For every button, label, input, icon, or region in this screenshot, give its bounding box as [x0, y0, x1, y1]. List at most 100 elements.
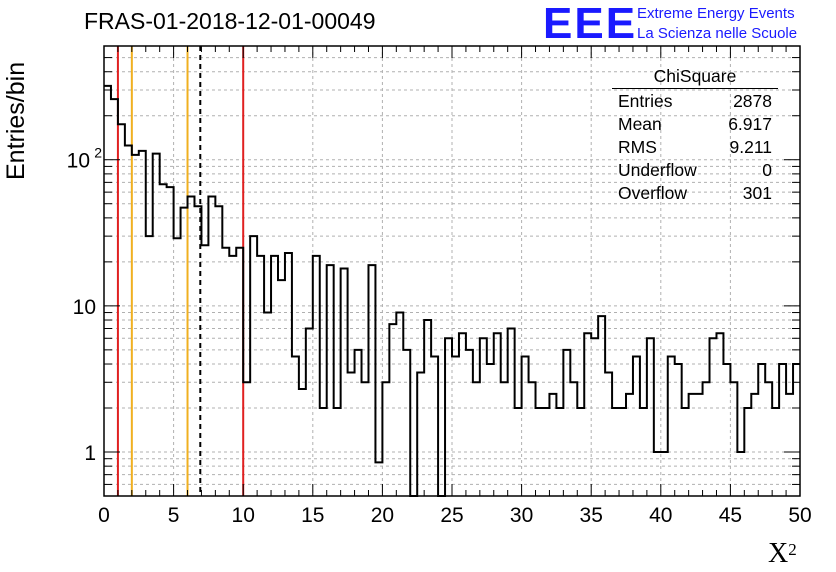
histogram-bin [201, 245, 208, 496]
histogram-bin [313, 256, 320, 496]
histogram-bin [139, 151, 146, 496]
stats-row-label: Entries [618, 91, 673, 111]
histogram-bin [362, 382, 369, 496]
histogram-bin [355, 350, 362, 496]
histogram-bin [271, 256, 278, 496]
histogram-bin [723, 364, 730, 496]
histogram-bin [132, 155, 139, 496]
histogram-bin [306, 329, 313, 496]
histogram-bin [793, 364, 800, 496]
histogram-bin [278, 280, 285, 496]
x-tick-label: 20 [371, 504, 394, 527]
histogram-bin [215, 206, 222, 496]
eee-line1: Extreme Energy Events [637, 5, 795, 22]
x-tick-label: 50 [788, 504, 811, 527]
histogram-bin [118, 124, 125, 496]
histogram-bin [320, 408, 327, 496]
histogram-bin [758, 364, 765, 496]
histogram-bin [682, 408, 689, 496]
histogram-bin [264, 313, 271, 496]
histogram-bin [417, 372, 424, 496]
histogram-bin [696, 394, 703, 496]
histogram-bin [536, 408, 543, 496]
histogram-bin [334, 408, 341, 496]
stats-row: Mean 6.917 [612, 112, 780, 135]
histogram-bin [640, 408, 647, 496]
histogram-bin [584, 333, 591, 496]
histogram-bin [382, 382, 389, 496]
histogram-bin [556, 408, 563, 496]
histogram-bin [181, 208, 188, 496]
histogram-bin [160, 184, 167, 496]
histogram-bin [737, 452, 744, 496]
histogram-bin [236, 248, 243, 496]
stats-row: Entries 2878 [612, 89, 780, 112]
histogram-bin [153, 154, 160, 496]
x-axis-label: X2 [768, 538, 797, 569]
histogram-bin [542, 408, 549, 496]
y-tick-label: 10 [67, 150, 90, 173]
histogram-bin [424, 320, 431, 496]
histogram-bin [445, 338, 452, 496]
y-tick-label: 1 [84, 442, 96, 465]
histogram-bin [703, 382, 710, 496]
histogram-bin [222, 248, 229, 496]
histogram-bin [375, 462, 382, 496]
stats-row-value: 2878 [733, 91, 772, 111]
x-tick-label: 5 [168, 504, 180, 527]
histogram-bin [508, 329, 515, 496]
histogram-bin [327, 265, 334, 496]
y-tick-label: 10 [73, 296, 96, 319]
histogram-bin [250, 236, 257, 496]
x-tick-label: 25 [440, 504, 463, 527]
chart-title: FRAS-01-2018-12-01-00049 [84, 8, 376, 34]
histogram-bin [473, 382, 480, 496]
stats-row-value: 301 [742, 183, 772, 203]
histogram-bin [570, 382, 577, 496]
stats-row-value: 0 [762, 160, 772, 180]
histogram-bin [654, 452, 661, 496]
histogram-bin [208, 197, 215, 496]
histogram-bin [174, 238, 181, 496]
histogram-bin [194, 206, 201, 496]
y-tick-label-exponent: 2 [94, 145, 102, 161]
histogram-bin [716, 333, 723, 496]
histogram-bin [661, 452, 668, 496]
histogram-bin [598, 316, 605, 496]
histogram-bin [368, 265, 375, 496]
histogram-bin [403, 350, 410, 496]
histogram-bin [772, 408, 779, 496]
histogram-bin [515, 408, 522, 496]
histogram-bin [563, 350, 570, 496]
histogram-bin [257, 256, 264, 496]
histogram-bin [549, 394, 556, 496]
histogram-bin [299, 389, 306, 496]
stats-row: Underflow 0 [612, 158, 780, 181]
x-tick-label: 0 [98, 504, 110, 527]
histogram-bin [577, 408, 584, 496]
histogram-bin [104, 86, 111, 496]
histogram-bin [125, 146, 132, 496]
histogram-bin [348, 372, 355, 496]
histogram-steps [104, 84, 800, 497]
histogram-bin [779, 364, 786, 496]
histogram-bin [633, 357, 640, 496]
eee-line2: La Scienza nelle Scuole [637, 25, 798, 42]
histogram-bin [612, 408, 619, 496]
histogram-bin [730, 382, 737, 496]
x-tick-label: 30 [510, 504, 533, 527]
histogram-bin [744, 408, 751, 496]
stats-row-label: Mean [618, 114, 662, 134]
histogram-bin [765, 382, 772, 496]
stats-row-label: Overflow [618, 183, 688, 203]
histogram-bin [389, 324, 396, 496]
histogram-bin [710, 338, 717, 496]
histogram-bin [487, 364, 494, 496]
histogram-bin [146, 236, 153, 496]
histogram-bin [285, 253, 292, 496]
stats-row-value: 6.917 [728, 114, 772, 134]
stats-row: RMS 9.211 [612, 135, 780, 158]
